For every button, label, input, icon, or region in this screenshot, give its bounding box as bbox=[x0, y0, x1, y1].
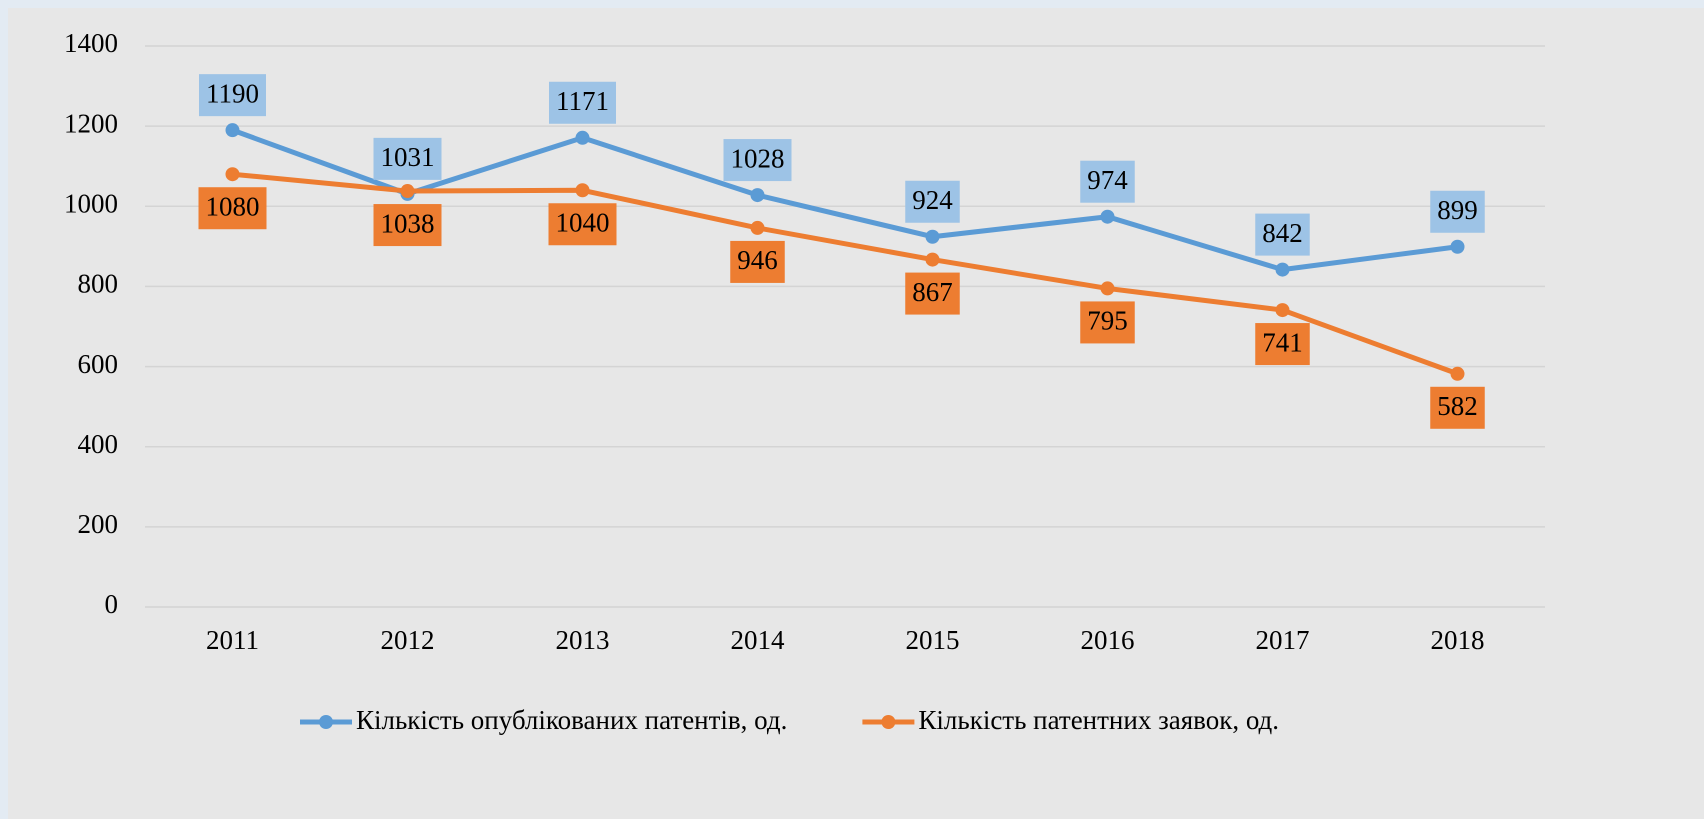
data-label-box bbox=[1430, 386, 1485, 429]
data-label: 867 bbox=[912, 277, 953, 307]
data-label: 795 bbox=[1087, 306, 1128, 336]
data-point bbox=[575, 183, 590, 198]
data-point bbox=[225, 167, 240, 182]
data-label-box bbox=[730, 240, 785, 283]
data-label-box bbox=[1255, 323, 1310, 366]
data-point bbox=[925, 229, 940, 244]
x-tick-label: 2018 bbox=[1431, 625, 1485, 655]
data-point bbox=[750, 188, 765, 203]
y-tick-label: 600 bbox=[78, 349, 119, 379]
data-label: 741 bbox=[1262, 327, 1303, 357]
data-label: 842 bbox=[1262, 218, 1303, 248]
data-label-box bbox=[548, 203, 617, 246]
data-label-box bbox=[373, 137, 442, 180]
data-label: 946 bbox=[737, 245, 778, 275]
data-label: 1028 bbox=[731, 143, 785, 173]
data-point bbox=[1275, 262, 1290, 277]
x-tick-label: 2016 bbox=[1081, 625, 1135, 655]
chart-area bbox=[8, 8, 1704, 819]
y-tick-label: 200 bbox=[78, 509, 119, 539]
legend-label: Кількість опублікованих патентів, од. bbox=[356, 705, 787, 735]
x-tick-label: 2017 bbox=[1256, 625, 1310, 655]
data-label: 1080 bbox=[206, 191, 260, 221]
data-label: 899 bbox=[1437, 195, 1478, 225]
x-tick-label: 2011 bbox=[206, 625, 259, 655]
y-tick-label: 400 bbox=[78, 429, 119, 459]
data-label: 1038 bbox=[381, 208, 435, 238]
x-tick-label: 2012 bbox=[381, 625, 435, 655]
data-label-box bbox=[1255, 213, 1310, 256]
data-label: 924 bbox=[912, 185, 953, 215]
x-tick-label: 2014 bbox=[731, 625, 786, 655]
x-tick-label: 2013 bbox=[556, 625, 610, 655]
y-tick-label: 1200 bbox=[64, 108, 118, 138]
data-point bbox=[1100, 281, 1115, 296]
y-tick-label: 0 bbox=[105, 589, 119, 619]
data-label-box bbox=[1080, 160, 1135, 203]
series-line bbox=[232, 171, 1459, 377]
data-label-box bbox=[905, 180, 960, 223]
data-label-box bbox=[198, 187, 267, 230]
data-label: 1190 bbox=[206, 78, 259, 108]
data-label-box bbox=[373, 204, 442, 247]
data-point bbox=[925, 252, 940, 267]
data-point bbox=[1275, 303, 1290, 318]
data-label-box bbox=[723, 139, 792, 182]
data-label: 1040 bbox=[556, 207, 610, 237]
legend-marker bbox=[319, 715, 333, 729]
data-point bbox=[1450, 239, 1465, 254]
data-label: 1171 bbox=[556, 86, 609, 116]
series-line bbox=[231, 127, 1458, 273]
data-label-box bbox=[1080, 301, 1135, 344]
legend-label: Кількість патентних заявок, од. bbox=[918, 705, 1279, 735]
data-label-box bbox=[549, 81, 616, 124]
data-label-box bbox=[1430, 190, 1485, 233]
data-label: 582 bbox=[1437, 391, 1478, 421]
x-tick-label: 2015 bbox=[906, 625, 960, 655]
y-tick-label: 1000 bbox=[64, 188, 118, 218]
data-point bbox=[750, 220, 765, 235]
legend-marker bbox=[881, 715, 896, 729]
data-label: 1031 bbox=[381, 142, 435, 172]
data-point bbox=[400, 184, 415, 199]
data-point bbox=[1100, 209, 1115, 224]
data-label-box bbox=[905, 272, 960, 315]
y-tick-label: 800 bbox=[78, 269, 119, 299]
data-point bbox=[225, 123, 240, 138]
y-tick-label: 1400 bbox=[64, 28, 118, 58]
data-point bbox=[575, 130, 590, 145]
data-point bbox=[1450, 366, 1465, 381]
data-label-box bbox=[199, 74, 266, 117]
data-label: 974 bbox=[1087, 165, 1128, 195]
